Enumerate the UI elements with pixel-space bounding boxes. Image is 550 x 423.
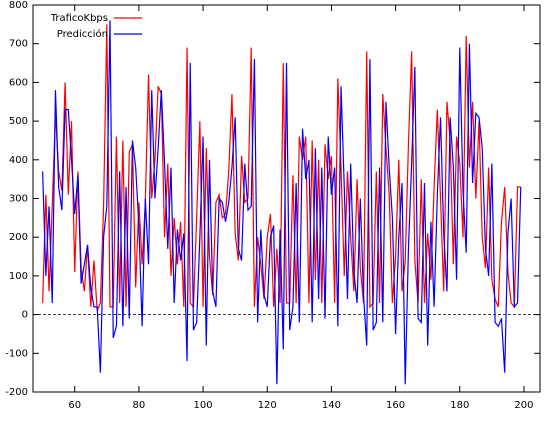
- y-tick-label: 200: [9, 232, 28, 243]
- x-tick-label: 60: [68, 400, 81, 411]
- x-tick-label: 200: [514, 400, 533, 411]
- y-tick-label: 0: [22, 310, 28, 321]
- y-tick-label: -200: [5, 387, 28, 398]
- x-tick-label: 180: [450, 400, 469, 411]
- y-tick-label: 800: [9, 0, 28, 11]
- y-tick-label: 100: [9, 271, 28, 282]
- y-tick-label: 700: [9, 39, 28, 50]
- x-tick-label: 100: [194, 400, 213, 411]
- x-tick-label: 120: [258, 400, 277, 411]
- legend-label: TraficoKbps: [50, 13, 108, 24]
- y-tick-label: 300: [9, 194, 28, 205]
- legend-label: Predicción: [57, 28, 108, 40]
- x-tick-label: 80: [133, 400, 146, 411]
- x-tick-label: 160: [386, 400, 405, 411]
- y-tick-label: -100: [5, 348, 28, 359]
- y-tick-label: 500: [9, 116, 28, 127]
- series-line: [42, 20, 522, 385]
- y-tick-label: 400: [9, 155, 28, 166]
- y-tick-label: 600: [9, 77, 28, 88]
- x-tick-label: 140: [322, 400, 341, 411]
- series-line: [42, 24, 521, 311]
